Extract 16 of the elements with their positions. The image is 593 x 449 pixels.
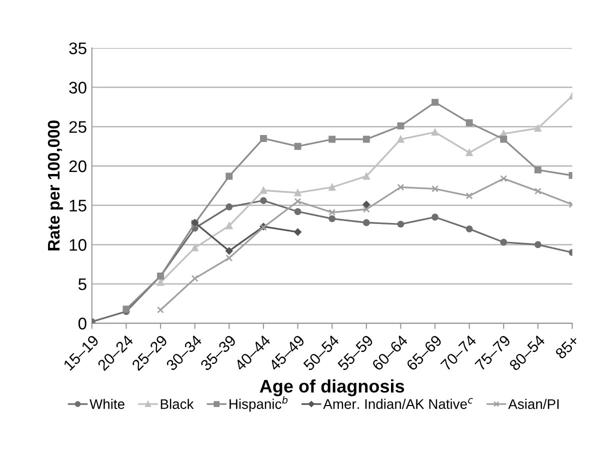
y-tick-label: 0 <box>78 318 86 330</box>
legend-label: Black <box>160 398 194 410</box>
legend-label: Asian/PI <box>508 398 559 410</box>
legend-label: White <box>90 398 124 410</box>
y-axis-title: Rate per 100,000 <box>48 120 63 250</box>
x-tick-label: 85+ <box>554 334 580 360</box>
y-tick-label: 5 <box>78 278 86 290</box>
x-axis-title: Age of diagnosis <box>260 379 404 396</box>
y-tick-label: 10 <box>70 239 86 251</box>
y-tick-label: 20 <box>69 160 86 172</box>
y-tick-label: 25 <box>69 121 86 133</box>
y-tick-label: 30 <box>69 82 86 94</box>
y-tick-label: 35 <box>69 42 86 54</box>
legend-label: Amer. Indian/AK Native$^{c}$ <box>323 398 473 409</box>
legend-label: Hispanic$^{b}$ <box>230 396 288 412</box>
y-tick-label: 15 <box>70 200 86 212</box>
